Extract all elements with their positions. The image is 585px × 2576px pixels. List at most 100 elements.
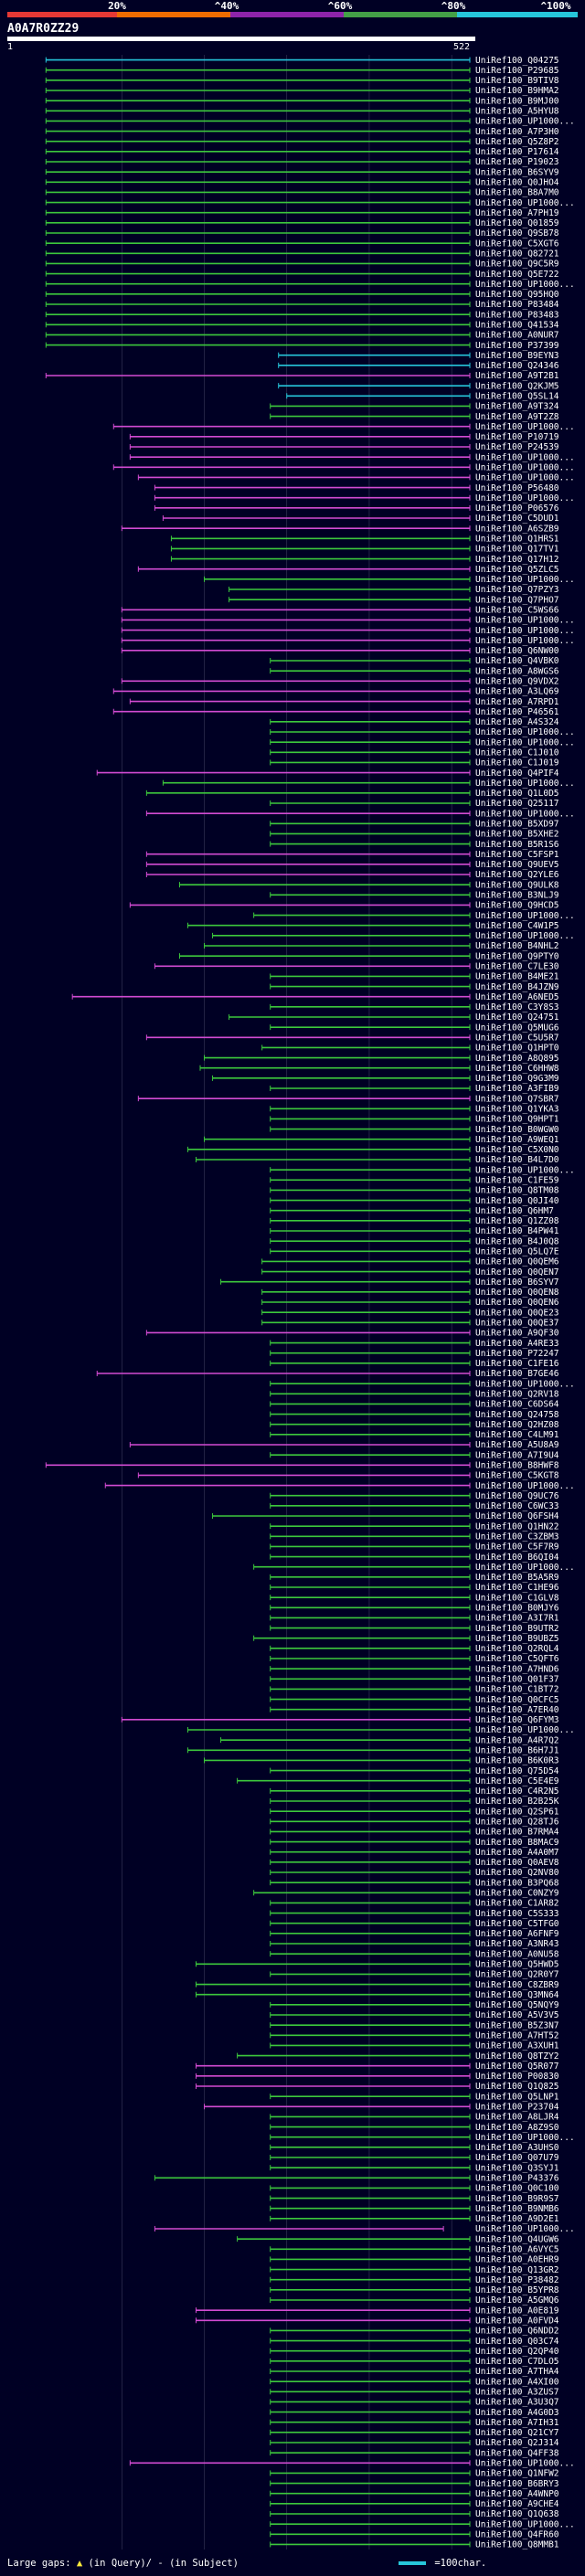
- hit-label[interactable]: UniRef100_B5A5R9: [475, 1573, 559, 1583]
- hit-label[interactable]: UniRef100_Q2HZ08: [475, 1420, 559, 1430]
- hit-label[interactable]: UniRef100_B0MJY6: [475, 1603, 559, 1613]
- hit-label[interactable]: UniRef100_A8WGS6: [475, 666, 559, 676]
- hit-label[interactable]: UniRef100_Q01859: [475, 218, 559, 228]
- hit-label[interactable]: UniRef100_Q8MMB1: [475, 2540, 559, 2550]
- hit-label[interactable]: UniRef100_Q5LQ7E: [475, 1246, 559, 1256]
- hit-label[interactable]: UniRef100_Q0QEN8: [475, 1288, 559, 1298]
- hit-label[interactable]: UniRef100_UP1000...: [475, 931, 575, 941]
- hit-label[interactable]: UniRef100_P43376: [475, 2173, 559, 2183]
- hit-label[interactable]: UniRef100_A0FVD4: [475, 2316, 559, 2326]
- hit-label[interactable]: UniRef100_Q9G3M9: [475, 1074, 559, 1084]
- hit-label[interactable]: UniRef100_C5X0N0: [475, 1145, 559, 1155]
- hit-label[interactable]: UniRef100_P17614: [475, 147, 559, 157]
- hit-label[interactable]: UniRef100_Q4FR60: [475, 2529, 559, 2539]
- hit-label[interactable]: UniRef100_C4R2N5: [475, 1786, 559, 1797]
- hit-label[interactable]: UniRef100_A9T2B1: [475, 371, 559, 381]
- hit-label[interactable]: UniRef100_P56480: [475, 483, 559, 493]
- hit-label[interactable]: UniRef100_B9UBZ5: [475, 1634, 559, 1644]
- hit-label[interactable]: UniRef100_Q2YLE6: [475, 870, 559, 880]
- hit-label[interactable]: UniRef100_Q6HM7: [475, 1206, 554, 1216]
- hit-label[interactable]: UniRef100_A4G0D3: [475, 2408, 559, 2418]
- hit-label[interactable]: UniRef100_A3FIB9: [475, 1084, 559, 1094]
- hit-label[interactable]: UniRef100_Q8TZY2: [475, 2051, 559, 2062]
- hit-label[interactable]: UniRef100_B4L7D0: [475, 1155, 559, 1165]
- hit-label[interactable]: UniRef100_Q3MN64: [475, 1990, 559, 2000]
- hit-label[interactable]: UniRef100_B9MJ00: [475, 96, 559, 106]
- hit-label[interactable]: UniRef100_Q03C74: [475, 2337, 559, 2347]
- hit-label[interactable]: UniRef100_A9QF30: [475, 1329, 559, 1339]
- hit-label[interactable]: UniRef100_Q2J314: [475, 2438, 559, 2448]
- hit-label[interactable]: UniRef100_Q9C5R9: [475, 260, 559, 270]
- hit-label[interactable]: UniRef100_Q7PHO7: [475, 595, 559, 605]
- hit-label[interactable]: UniRef100_B4PW41: [475, 1226, 559, 1236]
- hit-label[interactable]: UniRef100_B4J0Q8: [475, 1236, 559, 1246]
- hit-label[interactable]: UniRef100_A0NU58: [475, 1949, 559, 1959]
- hit-label[interactable]: UniRef100_P00830: [475, 2072, 559, 2082]
- hit-label[interactable]: UniRef100_C5U5R7: [475, 1033, 559, 1043]
- hit-label[interactable]: UniRef100_B5YPR8: [475, 2285, 559, 2295]
- hit-label[interactable]: UniRef100_A7THA4: [475, 2367, 559, 2377]
- hit-label[interactable]: UniRef100_A6NED5: [475, 992, 559, 1002]
- hit-label[interactable]: UniRef100_B5XHE2: [475, 830, 559, 840]
- hit-label[interactable]: UniRef100_A6FNF9: [475, 1929, 559, 1939]
- hit-label[interactable]: UniRef100_C5FSP1: [475, 850, 559, 860]
- hit-label[interactable]: UniRef100_Q5MUG6: [475, 1023, 559, 1033]
- hit-label[interactable]: UniRef100_P72247: [475, 1349, 559, 1359]
- hit-label[interactable]: UniRef100_C6HHW8: [475, 1064, 559, 1074]
- hit-label[interactable]: UniRef100_A8Q895: [475, 1054, 559, 1064]
- hit-label[interactable]: UniRef100_Q28TJ6: [475, 1817, 559, 1827]
- hit-label[interactable]: UniRef100_B9EYN3: [475, 351, 559, 361]
- hit-label[interactable]: UniRef100_B8MAC9: [475, 1838, 559, 1848]
- hit-label[interactable]: UniRef100_A3NR43: [475, 1939, 559, 1949]
- hit-label[interactable]: UniRef100_A7IH31: [475, 2418, 559, 2428]
- hit-label[interactable]: UniRef100_A0EHR9: [475, 2255, 559, 2265]
- hit-label[interactable]: UniRef100_UP1000...: [475, 1165, 575, 1175]
- hit-label[interactable]: UniRef100_A3LQ69: [475, 687, 559, 697]
- hit-label[interactable]: UniRef100_A4A0M7: [475, 1848, 559, 1858]
- hit-label[interactable]: UniRef100_UP1000...: [475, 1725, 575, 1735]
- hit-label[interactable]: UniRef100_Q4PIF4: [475, 769, 559, 779]
- hit-label[interactable]: UniRef100_Q1NFW2: [475, 2469, 559, 2479]
- hit-label[interactable]: UniRef100_Q2RQL4: [475, 1644, 559, 1654]
- hit-label[interactable]: UniRef100_B2B25K: [475, 1797, 559, 1807]
- hit-label[interactable]: UniRef100_Q9HPT1: [475, 1115, 559, 1125]
- hit-label[interactable]: UniRef100_Q2RV18: [475, 1389, 559, 1399]
- hit-label[interactable]: UniRef100_B9TIV8: [475, 76, 559, 86]
- hit-label[interactable]: UniRef100_Q1ZZ08: [475, 1216, 559, 1226]
- hit-label[interactable]: UniRef100_Q17H12: [475, 555, 559, 565]
- hit-label[interactable]: UniRef100_Q07U79: [475, 2153, 559, 2163]
- hit-label[interactable]: UniRef100_B9R9S7: [475, 2194, 559, 2204]
- hit-label[interactable]: UniRef100_UP1000...: [475, 462, 575, 472]
- hit-label[interactable]: UniRef100_UP1000...: [475, 809, 575, 819]
- hit-label[interactable]: UniRef100_P06576: [475, 504, 559, 514]
- hit-label[interactable]: UniRef100_P83484: [475, 300, 559, 310]
- hit-label[interactable]: UniRef100_UP1000...: [475, 626, 575, 636]
- hit-label[interactable]: UniRef100_Q24346: [475, 361, 559, 371]
- hit-label[interactable]: UniRef100_A7HT52: [475, 2030, 559, 2041]
- hit-label[interactable]: UniRef100_Q1Q638: [475, 2509, 559, 2519]
- hit-label[interactable]: UniRef100_Q2SP61: [475, 1807, 559, 1817]
- hit-label[interactable]: UniRef100_A4R7Q2: [475, 1735, 559, 1745]
- hit-label[interactable]: UniRef100_A3I7R1: [475, 1614, 559, 1624]
- hit-label[interactable]: UniRef100_A3ZUS7: [475, 2387, 559, 2397]
- hit-label[interactable]: UniRef100_A7P3H0: [475, 127, 559, 137]
- hit-label[interactable]: UniRef100_C1FE59: [475, 1175, 559, 1185]
- hit-label[interactable]: UniRef100_Q5LNP1: [475, 2092, 559, 2102]
- hit-label[interactable]: UniRef100_C4LM91: [475, 1430, 559, 1440]
- hit-label[interactable]: UniRef100_A7ER40: [475, 1705, 559, 1715]
- hit-label[interactable]: UniRef100_Q2NV80: [475, 1868, 559, 1878]
- hit-label[interactable]: UniRef100_P37399: [475, 341, 559, 351]
- hit-label[interactable]: UniRef100_Q0QE37: [475, 1318, 559, 1328]
- hit-label[interactable]: UniRef100_Q24758: [475, 1410, 559, 1420]
- hit-label[interactable]: UniRef100_P29685: [475, 66, 559, 76]
- hit-label[interactable]: UniRef100_Q6FSH4: [475, 1511, 559, 1521]
- hit-label[interactable]: UniRef100_P38482: [475, 2275, 559, 2285]
- hit-label[interactable]: UniRef100_B0WGW0: [475, 1125, 559, 1135]
- hit-label[interactable]: UniRef100_B5R1S6: [475, 840, 559, 850]
- hit-label[interactable]: UniRef100_Q7PZY3: [475, 585, 559, 595]
- hit-label[interactable]: UniRef100_C1J010: [475, 747, 559, 758]
- hit-label[interactable]: UniRef100_C1AR82: [475, 1899, 559, 1909]
- hit-label[interactable]: UniRef100_A7HND6: [475, 1664, 559, 1674]
- hit-label[interactable]: UniRef100_Q5R077: [475, 2062, 559, 2072]
- hit-label[interactable]: UniRef100_P23704: [475, 2102, 559, 2112]
